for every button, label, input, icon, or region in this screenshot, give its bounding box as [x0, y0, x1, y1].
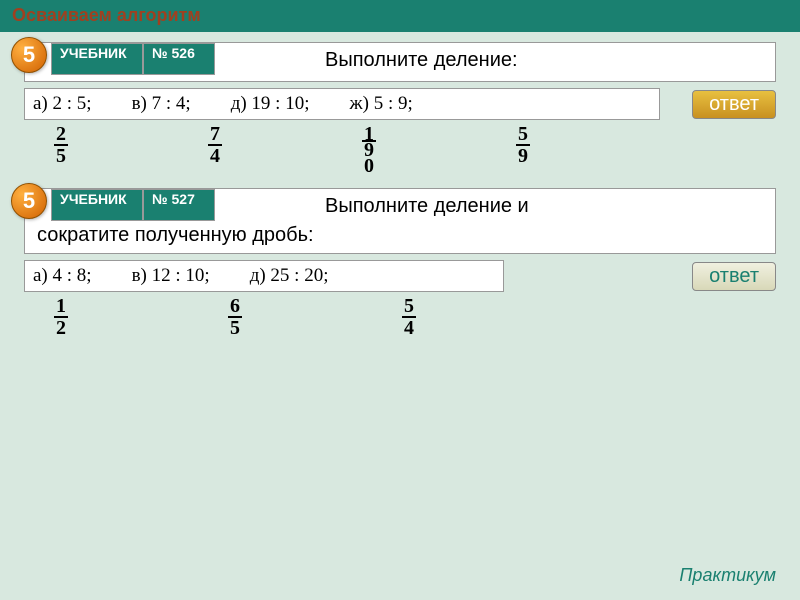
problem-a2: а) 4 : 8; [33, 265, 92, 287]
problems-row-1: а) 2 : 5; в) 7 : 4; д) 19 : 10; ж) 5 : 9… [24, 88, 776, 120]
fraction-answer: 2 5 [54, 124, 68, 174]
header-bar: Осваиваем алгоритм [0, 0, 800, 32]
task-block-1: 5 УЧЕБНИК № 526 Выполните деление: а) 2 … [24, 42, 776, 174]
problems-row-2: а) 4 : 8; в) 12 : 10; д) 25 : 20; ответ [24, 260, 776, 292]
tabs-1: УЧЕБНИК № 526 [51, 43, 215, 75]
problems-list-2: а) 4 : 8; в) 12 : 10; д) 25 : 20; [24, 260, 504, 292]
badge-icon: 5 [11, 37, 47, 73]
task-box-1: 5 УЧЕБНИК № 526 Выполните деление: [24, 42, 776, 82]
badge-icon: 5 [11, 183, 47, 219]
task-block-2: 5 УЧЕБНИК № 527 Выполните деление и сокр… [24, 188, 776, 338]
fraction-answer: 1 90 [362, 124, 376, 174]
problem-v2: в) 12 : 10; [132, 265, 210, 287]
answers-row-2: 1 2 6 5 5 4 [24, 296, 776, 338]
problem-d2: д) 25 : 20; [250, 265, 329, 287]
tab-textbook: УЧЕБНИК [51, 43, 143, 75]
fraction-answer: 6 5 [228, 296, 242, 338]
problems-list-1: а) 2 : 5; в) 7 : 4; д) 19 : 10; ж) 5 : 9… [24, 88, 660, 120]
problem-v: в) 7 : 4; [132, 93, 191, 115]
tab-number: № 527 [143, 189, 215, 221]
tab-textbook: УЧЕБНИК [51, 189, 143, 221]
footer-label: Практикум [679, 565, 776, 586]
fraction-answer: 1 2 [54, 296, 68, 338]
content-area: 5 УЧЕБНИК № 526 Выполните деление: а) 2 … [0, 32, 800, 356]
answer-button-1[interactable]: ответ [692, 90, 776, 119]
problem-zh: ж) 5 : 9; [350, 93, 413, 115]
answer-button-2[interactable]: ответ [692, 262, 776, 291]
fraction-answer: 5 9 [516, 124, 530, 174]
fraction-answer: 5 4 [402, 296, 416, 338]
problem-d: д) 19 : 10; [231, 93, 310, 115]
problem-a: а) 2 : 5; [33, 93, 92, 115]
slide-title: Осваиваем алгоритм [12, 5, 201, 25]
task-box-2: 5 УЧЕБНИК № 527 Выполните деление и сокр… [24, 188, 776, 254]
tabs-2: УЧЕБНИК № 527 [51, 189, 215, 221]
task-instruction-2b: сократите полученную дробь: [25, 224, 775, 253]
answers-row-1: 2 5 7 4 1 90 5 9 [24, 124, 776, 174]
fraction-answer: 7 4 [208, 124, 222, 174]
tab-number: № 526 [143, 43, 215, 75]
